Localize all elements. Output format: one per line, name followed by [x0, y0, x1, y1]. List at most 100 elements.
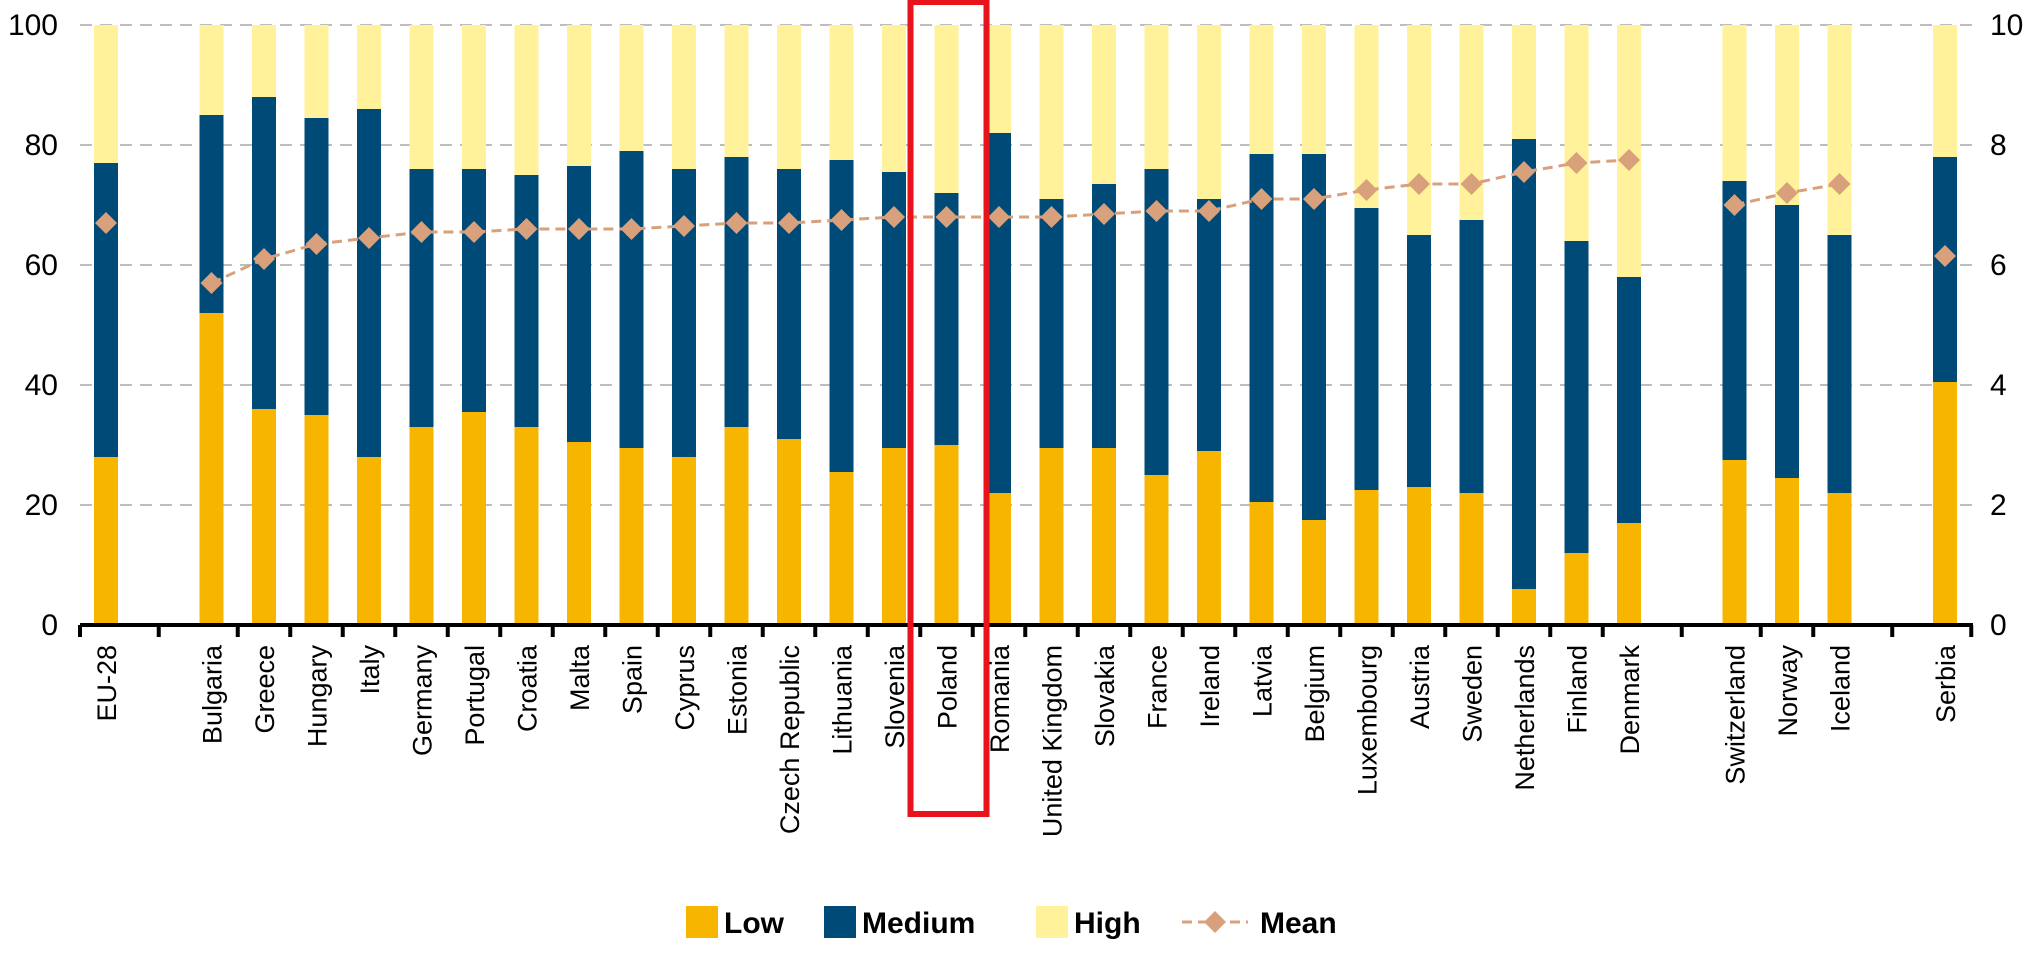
y-tick-label-right: 10 [1990, 9, 2023, 42]
bar-low-hungary [304, 415, 329, 625]
bar-medium-italy [357, 109, 381, 457]
bar-low-serbia [1933, 382, 1957, 625]
mean-marker-cyprus [673, 215, 695, 237]
bar-high-poland [934, 25, 959, 193]
mean-marker-norway [1776, 182, 1798, 204]
highlight [907, 0, 990, 817]
bar-medium-austria [1407, 235, 1431, 487]
x-tick-label: Czech Republic [775, 645, 805, 834]
mean-marker-lithuania [830, 209, 853, 231]
x-tick-label: Poland [933, 645, 963, 729]
bar-medium-hungary [304, 118, 329, 415]
bar-low-latvia [1249, 502, 1274, 625]
mean-marker-estonia [725, 212, 748, 234]
mean-marker-bulgaria [200, 272, 223, 294]
mean-marker-slovenia [883, 206, 905, 228]
x-tick-label: Finland [1563, 645, 1593, 734]
bar-high-latvia [1249, 25, 1274, 154]
bar-high-spain [619, 25, 644, 151]
bar-high-france [1144, 25, 1169, 169]
x-tick-label: Germany [408, 645, 438, 757]
x-tick-label: Luxembourg [1353, 645, 1383, 795]
legend-swatch-medium [824, 906, 856, 938]
y-axis-right: 0 2 4 6 8 10 [1990, 9, 2023, 642]
bar-low-greece [252, 409, 276, 625]
bar-medium-estonia [724, 157, 749, 427]
mean-marker-hungary [305, 233, 328, 255]
bar-medium-denmark [1617, 277, 1641, 523]
bar-low-united-kingdom [1039, 448, 1064, 625]
legend: Low Medium High Mean [686, 906, 1337, 940]
x-tick-label: Spain [618, 645, 648, 714]
mean-marker-eu-28 [95, 212, 117, 234]
bar-low-spain [619, 448, 644, 625]
bar-low-slovenia [882, 448, 906, 625]
mean-marker-ireland [1198, 200, 1220, 222]
x-tick-label: Latvia [1248, 644, 1278, 717]
bar-low-denmark [1617, 523, 1641, 625]
y-tick-label-left: 40 [25, 369, 58, 402]
y-tick-label-right: 6 [1990, 249, 2007, 282]
bar-medium-poland [934, 193, 959, 445]
y-tick-label-left: 80 [25, 129, 58, 162]
mean-marker-spain [620, 218, 643, 240]
bar-high-estonia [724, 25, 749, 157]
bar-medium-germany [409, 169, 434, 427]
bar-low-austria [1407, 487, 1431, 625]
mean-marker-greece [253, 248, 275, 270]
x-tick-label: Greece [250, 645, 280, 734]
mean-marker-sweden [1460, 173, 1483, 195]
bar-medium-finland [1564, 241, 1589, 553]
bar-high-romania [987, 25, 1011, 133]
bar-medium-latvia [1249, 154, 1274, 502]
mean-marker-netherlands [1513, 161, 1535, 183]
bar-low-poland [934, 445, 959, 625]
x-axis-labels: EU-28 Bulgaria Greece Hungary Italy Germany Po… [92, 644, 1961, 837]
y-tick-label-right: 0 [1990, 609, 2007, 642]
bar-medium-cyprus [672, 169, 696, 457]
mean-marker-latvia [1250, 188, 1273, 210]
bar-medium-czech-republic [777, 169, 801, 439]
mean-line-segment [210, 158, 1630, 285]
bar-medium-norway [1775, 205, 1799, 478]
x-tick-label: Ireland [1195, 645, 1225, 728]
bar-low-croatia [514, 427, 539, 625]
y-tick-label-right: 4 [1990, 369, 2007, 402]
bar-high-eu-28 [94, 25, 118, 163]
bar-high-austria [1407, 25, 1431, 235]
x-tick-label: France [1143, 645, 1173, 729]
x-tick-label: Serbia [1931, 644, 1961, 723]
x-tick-label: Switzerland [1721, 645, 1751, 785]
mean-marker-czech-republic [778, 212, 800, 234]
mean-marker-germany [410, 221, 433, 243]
bar-high-luxembourg [1354, 25, 1379, 208]
x-tick-label: Cyprus [670, 645, 700, 731]
y-tick-label-right: 2 [1990, 489, 2007, 522]
bar-high-italy [357, 25, 381, 109]
bar-high-ireland [1197, 25, 1221, 199]
x-tick-label: EU-28 [92, 645, 122, 722]
bar-high-croatia [514, 25, 539, 175]
bar-medium-luxembourg [1354, 208, 1379, 490]
bar-high-slovakia [1092, 25, 1116, 184]
bar-medium-united-kingdom [1039, 199, 1064, 448]
bar-high-netherlands [1512, 25, 1536, 139]
bar-high-lithuania [829, 25, 854, 160]
bar-high-slovenia [882, 25, 906, 172]
bar-medium-malta [567, 166, 591, 442]
bar-medium-netherlands [1512, 139, 1536, 589]
mean-marker-italy [358, 227, 380, 249]
bar-low-romania [987, 493, 1011, 625]
bar-low-iceland [1827, 493, 1852, 625]
bar-low-france [1144, 475, 1169, 625]
highlight-box [907, 0, 990, 817]
bar-high-serbia [1933, 25, 1957, 157]
x-tick-label: Iceland [1826, 645, 1856, 732]
bar-medium-spain [619, 151, 644, 448]
bar-medium-ireland [1197, 199, 1221, 451]
mean-marker-united-kingdom [1040, 206, 1063, 228]
x-tick-label: Austria [1405, 644, 1435, 729]
mean-marker-luxembourg [1355, 179, 1378, 201]
bar-low-finland [1564, 553, 1589, 625]
bar-high-belgium [1302, 25, 1326, 154]
